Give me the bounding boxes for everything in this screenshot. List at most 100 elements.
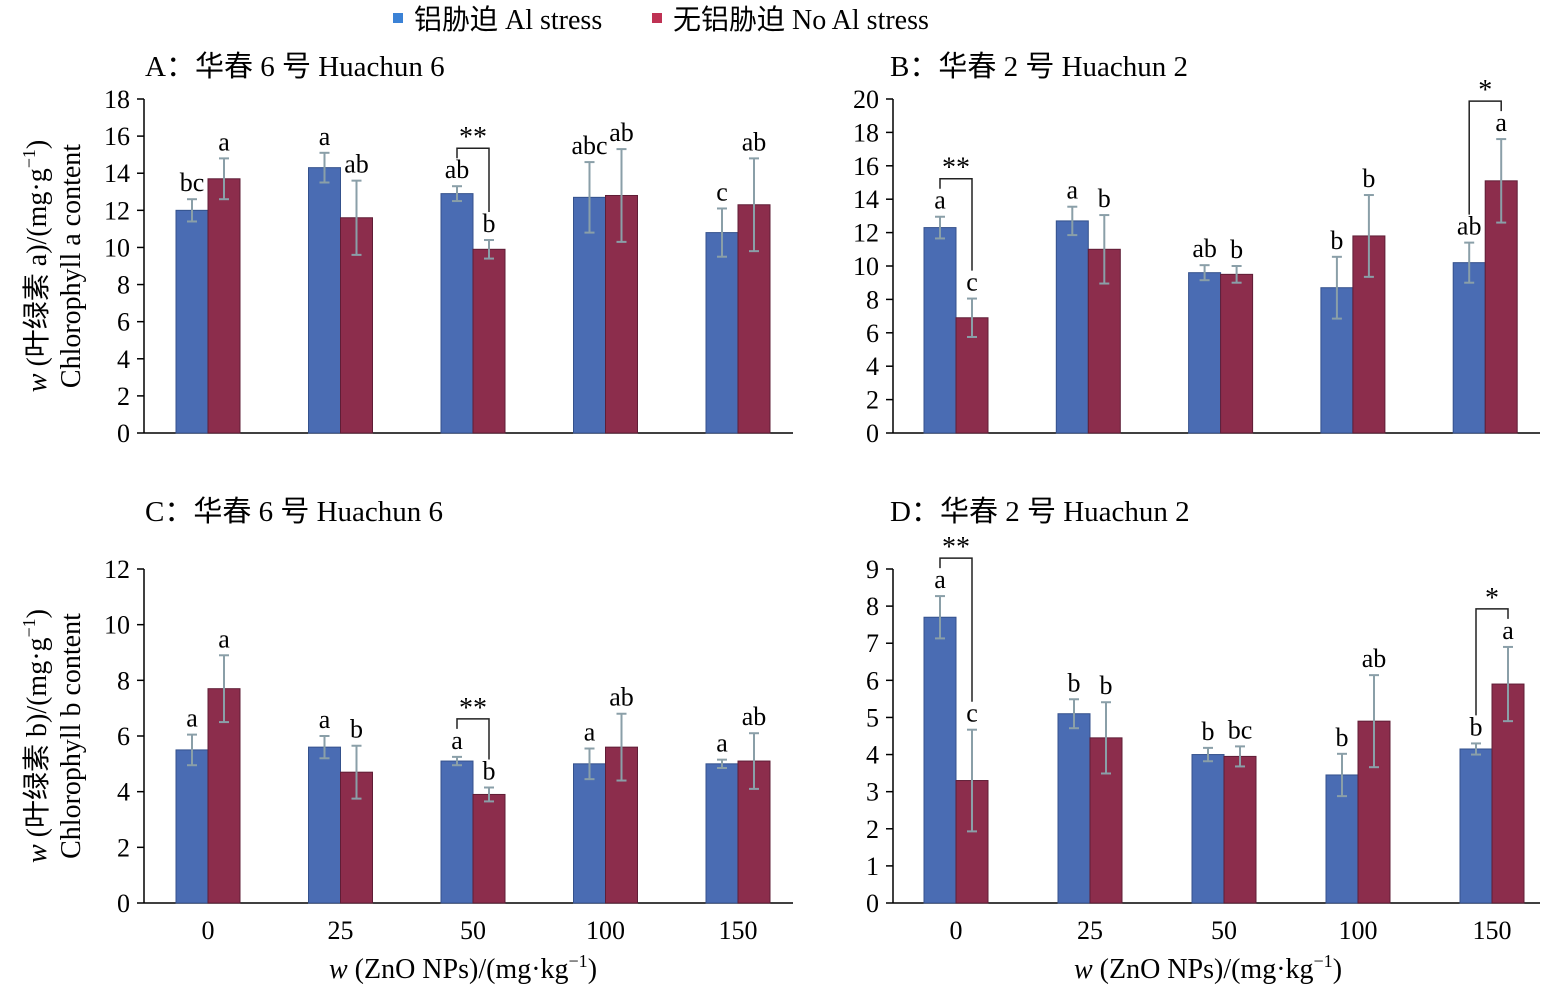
x-tick-label: 50	[460, 916, 486, 945]
y-tick-label: 5	[866, 703, 879, 732]
y-tick-label: 12	[104, 196, 130, 225]
y-tick-label: 8	[866, 285, 879, 314]
significance-letter-no-al-stress: a	[218, 127, 230, 156]
panel-title: D：华春 2 号 Huachun 2	[890, 495, 1190, 528]
significance-letter-al-stress: a	[934, 186, 946, 215]
significance-asterisk: *	[1485, 583, 1499, 614]
y-tick-label: 12	[853, 219, 879, 248]
bar-al-stress	[923, 616, 957, 904]
x-tick-label: 0	[202, 916, 215, 945]
significance-letter-al-stress: b	[1330, 226, 1343, 255]
bar-al-stress	[175, 209, 209, 434]
significance-letter-al-stress: ab	[1457, 212, 1482, 241]
bar-al-stress	[175, 749, 209, 904]
significance-letter-no-al-stress: ab	[344, 150, 369, 179]
significance-letter-al-stress: bc	[180, 168, 205, 197]
bar-al-stress	[705, 232, 739, 434]
significance-asterisk: *	[1478, 75, 1492, 106]
legend-label-al-stress: 铝胁迫 Al stress	[414, 4, 602, 36]
y-tick-label: 8	[866, 592, 879, 621]
significance-letter-al-stress: abc	[571, 131, 607, 160]
significance-asterisk: **	[942, 532, 970, 563]
label-text: (叶绿素 a)/(mg·g	[21, 168, 53, 373]
x-tick-label: 25	[328, 916, 354, 945]
label-close: )	[1333, 954, 1342, 985]
panel-title: C：华春 6 号 Huachun 6	[145, 495, 443, 528]
y-tick-label: 20	[853, 85, 879, 114]
panel-title: B：华春 2 号 Huachun 2	[890, 50, 1188, 83]
y-tick-label: 4	[866, 741, 879, 770]
y-tick-label: 10	[104, 233, 130, 262]
label-superscript: −1	[19, 149, 39, 168]
bar-no-al-stress	[1223, 755, 1257, 904]
y-tick-label: 4	[866, 352, 879, 381]
y-tick-label: 8	[117, 666, 130, 695]
significance-letter-al-stress: b	[1202, 717, 1215, 746]
bar-al-stress	[440, 760, 474, 904]
y-tick-label: 12	[104, 555, 130, 584]
y-tick-label: 10	[853, 252, 879, 281]
significance-letter-no-al-stress: c	[966, 268, 978, 297]
label-superscript: −1	[19, 618, 39, 637]
y-tick-label: 6	[866, 319, 879, 348]
y-tick-label: 4	[117, 778, 130, 807]
x-tick-label: 150	[719, 916, 758, 945]
significance-bracket	[1468, 100, 1502, 215]
y-axis-title: w (叶绿素 b)/(mg·g−1)	[19, 609, 53, 863]
y-tick-label: 4	[117, 345, 130, 374]
significance-letter-no-al-stress: c	[966, 699, 978, 728]
bar-al-stress	[1057, 713, 1091, 904]
significance-bracket	[1475, 608, 1509, 716]
label-text: (叶绿素 b)/(mg·g	[21, 637, 53, 844]
x-tick-label: 150	[1473, 916, 1512, 945]
significance-letter-no-al-stress: ab	[609, 118, 634, 147]
x-tick-label: 100	[1339, 916, 1378, 945]
significance-letter-no-al-stress: ab	[609, 683, 634, 712]
significance-letter-no-al-stress: b	[483, 209, 496, 238]
y-tick-label: 9	[866, 555, 879, 584]
bar-al-stress	[1188, 272, 1222, 434]
y-tick-label: 6	[866, 666, 879, 695]
y-axis-title-english: Chlorophyll b content	[56, 613, 87, 859]
bar-no-al-stress	[737, 204, 771, 434]
bar-al-stress	[440, 193, 474, 434]
significance-letter-no-al-stress: a	[1502, 616, 1514, 645]
y-tick-label: 18	[853, 118, 879, 147]
significance-letter-al-stress: b	[1470, 712, 1483, 741]
significance-letter-no-al-stress: b	[1230, 235, 1243, 264]
bar-al-stress	[1452, 262, 1486, 434]
label-close: )	[22, 140, 53, 149]
x-tick-label: 100	[586, 916, 625, 945]
y-tick-label: 2	[117, 833, 130, 862]
significance-letter-al-stress: a	[451, 726, 463, 755]
significance-letter-al-stress: ab	[1192, 234, 1217, 263]
y-tick-label: 6	[117, 722, 130, 751]
bar-no-al-stress	[472, 793, 506, 904]
variable-symbol: w	[22, 844, 53, 863]
significance-letter-al-stress: ab	[445, 155, 470, 184]
significance-letter-no-al-stress: ab	[1362, 644, 1387, 673]
chart-panels: A：华春 6 号 Huachun 6024681012141618bcaabab…	[19, 50, 1540, 985]
panel-title: A：华春 6 号 Huachun 6	[145, 50, 445, 83]
significance-letter-no-al-stress: a	[218, 624, 230, 653]
significance-bracket	[939, 177, 973, 271]
significance-letter-no-al-stress: ab	[742, 702, 767, 731]
significance-letter-no-al-stress: a	[1495, 108, 1507, 137]
bar-al-stress	[573, 763, 606, 904]
significance-letter-no-al-stress: bc	[1228, 715, 1253, 744]
bar-al-stress	[308, 167, 341, 434]
label-text: (ZnO NPs)/(mg·kg	[1093, 954, 1314, 985]
significance-letter-al-stress: c	[716, 177, 728, 206]
bar-al-stress	[705, 763, 739, 904]
bar-no-al-stress	[1220, 273, 1254, 434]
legend-item-no-al-stress: 无铝胁迫 No Al stress	[652, 4, 929, 36]
y-tick-label: 0	[117, 889, 130, 918]
legend-square-icon	[652, 13, 662, 23]
significance-letter-al-stress: a	[1067, 176, 1079, 205]
y-tick-label: 1	[866, 852, 879, 881]
significance-letter-al-stress: a	[716, 729, 728, 758]
significance-letter-al-stress: a	[319, 122, 331, 151]
